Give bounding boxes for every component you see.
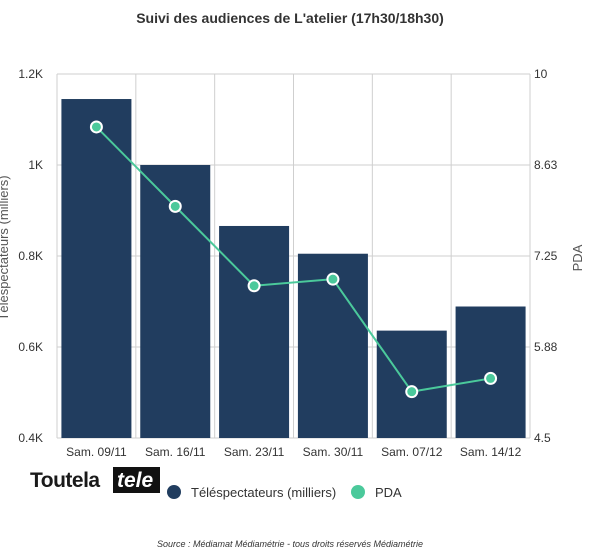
right-axis-ticks: 4.5 5.88 7.25 8.63 10 [534,67,558,445]
logo-text-dark: Toutela [30,469,100,492]
logo: Toutela tele [30,467,160,493]
x-tick-label: Sam. 23/11 [224,445,285,459]
legend-bar-label: Téléspectateurs (milliers) [191,485,336,500]
left-tick-label: 1K [28,158,43,172]
left-tick-label: 0.4K [18,431,43,445]
line-series [89,120,498,399]
right-tick-label: 5.88 [534,340,558,354]
x-tick-label: Sam. 07/12 [381,445,443,459]
legend: Téléspectateurs (milliers) PDA [167,485,402,500]
left-tick-label: 1.2K [18,67,43,81]
line-point [405,385,419,399]
line-point [168,199,182,213]
x-axis-ticks: Sam. 09/11 Sam. 16/11 Sam. 23/11 Sam. 30/11… [66,445,521,459]
line-point [89,120,103,134]
legend-line-label: PDA [375,485,402,500]
x-tick-label: Sam. 14/12 [460,445,522,459]
line-point [484,371,498,385]
chart-title: Suivi des audiences de L'atelier (17h30/… [136,10,444,26]
left-axis-title: Téléspectateurs (milliers) [0,175,11,320]
x-tick-label: Sam. 09/11 [66,445,127,459]
x-tick-label: Sam. 30/11 [303,445,364,459]
bar [61,99,132,439]
right-tick-label: 8.63 [534,158,558,172]
line-point [326,272,340,286]
left-tick-label: 0.6K [18,340,43,354]
bar-series [61,99,526,439]
legend-bar-marker [167,485,181,499]
right-tick-label: 7.25 [534,249,558,263]
left-tick-label: 0.8K [18,249,43,263]
right-axis-title: PDA [570,244,585,271]
x-tick-label: Sam. 16/11 [145,445,206,459]
logo-text-light: tele [117,469,154,492]
line-point [247,279,261,293]
left-axis-ticks: 0.4K 0.6K 0.8K 1K 1.2K [18,67,43,445]
logo-box [113,467,160,493]
source-note: Source : Médiamat Médiamétrie - tous dro… [157,539,423,549]
line-path [95,126,491,393]
gridlines [56,73,531,439]
legend-line-marker [351,485,365,499]
bar [219,225,290,438]
right-tick-label: 10 [534,67,548,81]
right-tick-label: 4.5 [534,431,551,445]
bar [376,330,447,438]
